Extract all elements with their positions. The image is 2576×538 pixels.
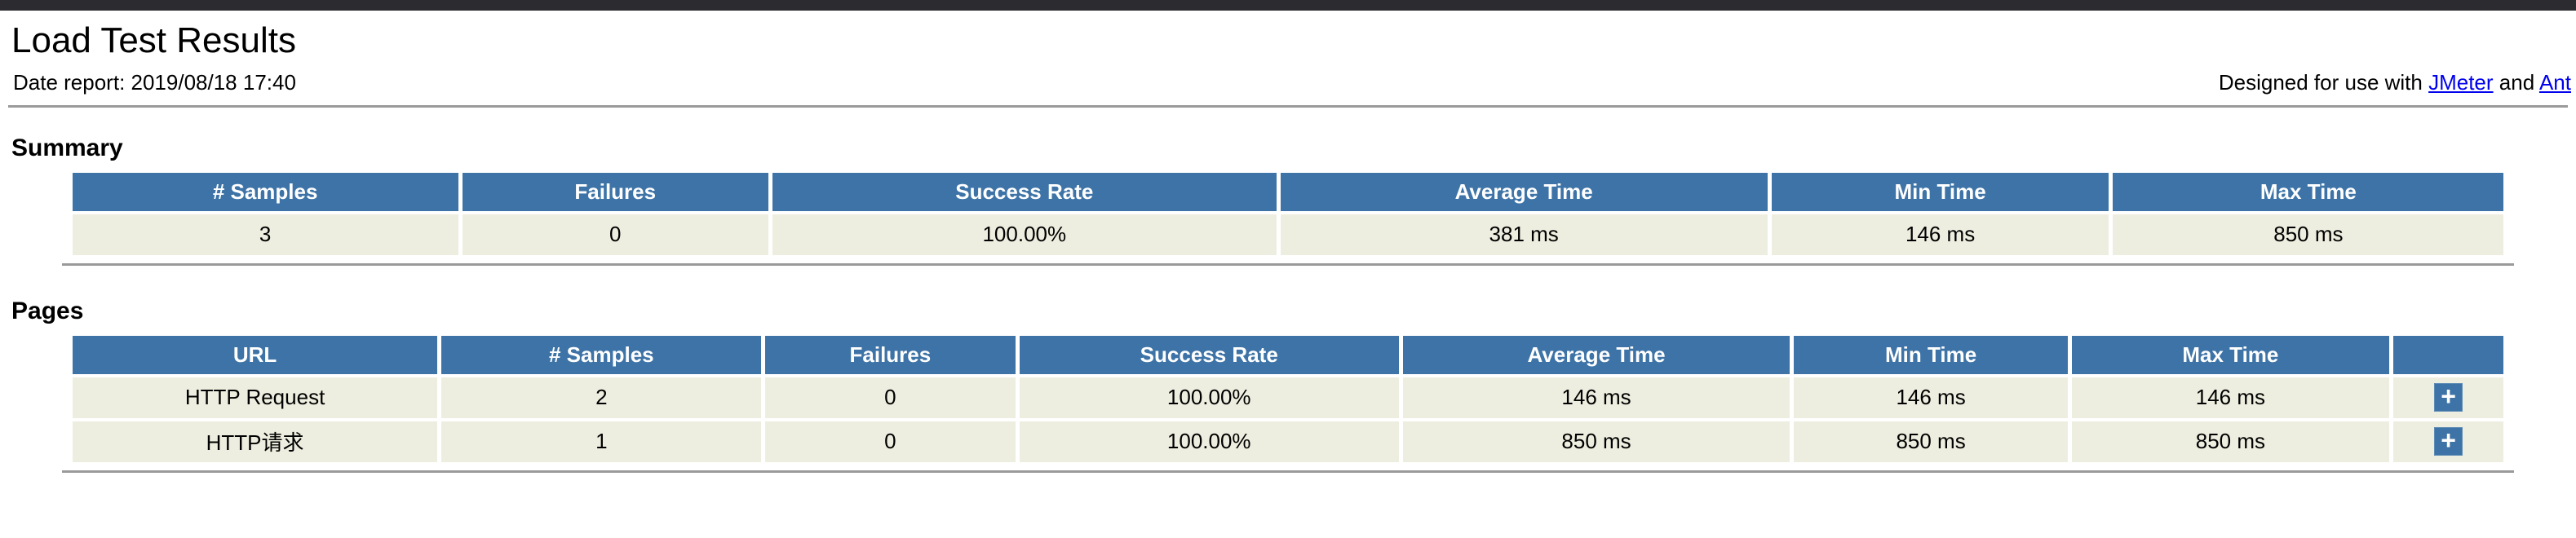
- summary-heading: Summary: [11, 134, 123, 161]
- pages-col-expand: [2392, 335, 2504, 374]
- page-samples: 1: [441, 421, 762, 462]
- pages-table: URL # Samples Failures Success Rate Aver…: [69, 333, 2508, 465]
- summary-average-time-value: 381 ms: [1280, 214, 1768, 255]
- summary-divider: [61, 262, 2515, 266]
- header-divider: [8, 104, 2568, 108]
- pages-col-min-time: Min Time: [1794, 335, 2068, 374]
- summary-failures-value: 0: [462, 214, 768, 255]
- page-failures: 0: [765, 421, 1016, 462]
- page-success-rate: 100.00%: [1019, 377, 1399, 418]
- pages-col-average-time: Average Time: [1402, 335, 1790, 374]
- page-url: HTTP Request: [72, 377, 438, 418]
- pages-divider: [61, 470, 2515, 473]
- summary-samples-value: 3: [72, 214, 458, 255]
- summary-data-row: 3 0 100.00% 381 ms 146 ms 850 ms: [72, 214, 2504, 255]
- page-row: HTTP Request 2 0 100.00% 146 ms 146 ms 1…: [72, 377, 2504, 418]
- summary-table: # Samples Failures Success Rate Average …: [69, 170, 2508, 258]
- designed-for-note: Designed for use with JMeter and Ant: [2219, 70, 2571, 95]
- window-top-bar: [0, 0, 2576, 11]
- report-date: Date report: 2019/08/18 17:40: [13, 69, 296, 95]
- pages-col-url: URL: [72, 335, 438, 374]
- ant-link[interactable]: Ant: [2538, 69, 2571, 95]
- page-expand-cell: +: [2392, 377, 2504, 418]
- summary-max-time-value: 850 ms: [2113, 214, 2504, 255]
- page-average-time: 850 ms: [1402, 421, 1790, 462]
- expand-row-button[interactable]: +: [2434, 427, 2463, 456]
- designed-prefix-text: Designed for use with: [2218, 69, 2429, 95]
- pages-col-max-time: Max Time: [2071, 335, 2389, 374]
- page-row: HTTP请求 1 0 100.00% 850 ms 850 ms 850 ms …: [72, 421, 2504, 462]
- page-max-time: 146 ms: [2071, 377, 2389, 418]
- and-text: and: [2493, 69, 2539, 95]
- summary-success-rate-value: 100.00%: [772, 214, 1277, 255]
- page-title: Load Test Results: [11, 20, 296, 60]
- summary-col-min-time: Min Time: [1771, 172, 2109, 211]
- page-average-time: 146 ms: [1402, 377, 1790, 418]
- page-min-time: 850 ms: [1794, 421, 2068, 462]
- summary-min-time-value: 146 ms: [1771, 214, 2109, 255]
- pages-heading: Pages: [11, 297, 84, 324]
- summary-header-row: # Samples Failures Success Rate Average …: [72, 172, 2504, 211]
- summary-col-failures: Failures: [462, 172, 768, 211]
- page-expand-cell: +: [2392, 421, 2504, 462]
- page-samples: 2: [441, 377, 762, 418]
- page-url: HTTP请求: [72, 421, 438, 462]
- summary-col-samples: # Samples: [72, 172, 458, 211]
- pages-col-failures: Failures: [765, 335, 1016, 374]
- pages-col-samples: # Samples: [441, 335, 762, 374]
- pages-header-row: URL # Samples Failures Success Rate Aver…: [72, 335, 2504, 374]
- summary-col-success-rate: Success Rate: [772, 172, 1277, 211]
- page-success-rate: 100.00%: [1019, 421, 1399, 462]
- summary-col-average-time: Average Time: [1280, 172, 1768, 211]
- page-min-time: 146 ms: [1794, 377, 2068, 418]
- page-failures: 0: [765, 377, 1016, 418]
- page-max-time: 850 ms: [2071, 421, 2389, 462]
- jmeter-link[interactable]: JMeter: [2428, 69, 2494, 95]
- pages-col-success-rate: Success Rate: [1019, 335, 1399, 374]
- report-meta-row: Date report: 2019/08/18 17:40 Designed f…: [13, 70, 2571, 95]
- summary-col-max-time: Max Time: [2113, 172, 2504, 211]
- expand-row-button[interactable]: +: [2434, 383, 2463, 412]
